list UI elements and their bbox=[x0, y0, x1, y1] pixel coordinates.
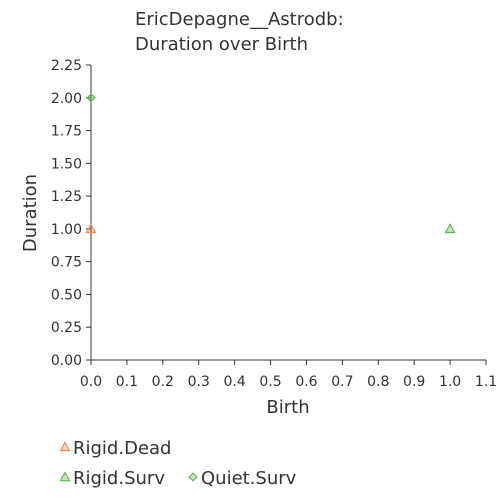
chart-title-line-1: EricDepagne__Astrodb: bbox=[135, 9, 344, 30]
y-tick-label: 0.00 bbox=[51, 353, 82, 369]
legend: Rigid.Dead Rigid.Surv Quiet.Surv bbox=[59, 438, 297, 489]
legend-marker-rigid-surv bbox=[59, 471, 71, 482]
y-tick-label: 1.00 bbox=[51, 222, 82, 238]
data-point-rigid-dead bbox=[85, 223, 97, 234]
x-tick-label: 0.6 bbox=[295, 374, 317, 390]
x-tick-label: 0.1 bbox=[116, 374, 138, 390]
data-point-quiet-surv bbox=[86, 93, 96, 103]
y-tick-label: 0.75 bbox=[51, 255, 82, 271]
legend-label-rigid-dead: Rigid.Dead bbox=[73, 438, 171, 459]
y-tick-label: 1.50 bbox=[51, 156, 82, 172]
x-tick-label: 0.8 bbox=[367, 374, 389, 390]
y-tick-label: 0.25 bbox=[51, 320, 82, 336]
x-tick-label: 0.5 bbox=[259, 374, 281, 390]
x-tick-label: 1.1 bbox=[475, 374, 497, 390]
x-tick-label: 0.0 bbox=[80, 374, 102, 390]
x-tick-label: 0.9 bbox=[403, 374, 425, 390]
y-tick-label: 2.00 bbox=[51, 91, 82, 107]
y-tick-label: 1.75 bbox=[51, 124, 82, 140]
plot-area: 0.00 0.25 0.50 0.75 1.00 1.25 1.50 1.75 2.00 2.25… bbox=[51, 58, 497, 390]
data-point-rigid-surv bbox=[444, 223, 456, 234]
legend-label-rigid-surv: Rigid.Surv bbox=[73, 468, 165, 489]
x-axis-label: Birth bbox=[266, 397, 309, 418]
x-tick-label: 0.7 bbox=[331, 374, 353, 390]
x-tick-label: 0.4 bbox=[224, 374, 246, 390]
y-tick-label: 1.25 bbox=[51, 189, 82, 205]
legend-label-quiet-surv: Quiet.Surv bbox=[201, 468, 297, 489]
x-tick-label: 1.0 bbox=[439, 374, 461, 390]
x-tick-label: 0.2 bbox=[152, 374, 174, 390]
y-axis-label: Duration bbox=[20, 174, 41, 252]
x-tick-label: 0.3 bbox=[188, 374, 210, 390]
legend-marker-rigid-dead bbox=[59, 441, 71, 452]
chart-title-line-2: Duration over Birth bbox=[135, 34, 308, 55]
y-tick-label: 2.25 bbox=[51, 58, 82, 74]
legend-marker-quiet-surv bbox=[188, 472, 198, 482]
y-tick-label: 0.50 bbox=[51, 287, 82, 303]
